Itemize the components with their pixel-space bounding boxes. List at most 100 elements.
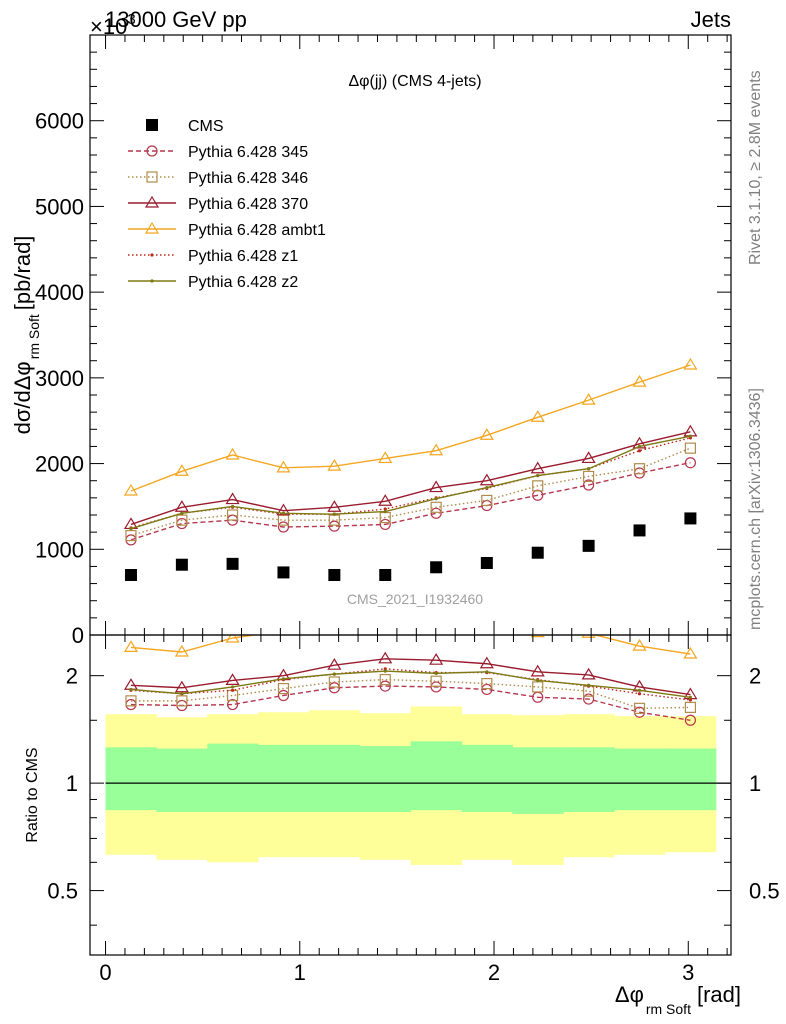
ratio-series-pythia-6-428-346: [125, 673, 697, 714]
ratio-point-pythia-6-428-ambt1: [481, 619, 493, 629]
ratio-y-tick-label: 1: [66, 771, 78, 796]
series-line-pythia-6-428-z1: [130, 437, 691, 529]
main-plot-panel: 0 1000 2000 3000 4000 5000 6000 Δφ(jj) (CMS 4-…: [10, 34, 732, 648]
y-axis-label: dσ/dΔφrm Soft[pb/rad]: [10, 236, 42, 435]
ratio-point-pythia-6-428-346: [633, 702, 646, 714]
series-pythia-6-428-345: [125, 457, 697, 546]
series-pythia-6-428-ambt1: [123, 357, 698, 496]
data-point-pythia-6-428-370: [581, 451, 596, 464]
legend-marker: [146, 171, 158, 183]
ratio-plot-panel: 0.5 0.5 1 1 2 2 0 1 2 3 Ratio to CMS Δφrm Soft[ra…: [24, 619, 780, 1017]
series-line-pythia-6-428-346: [130, 447, 691, 537]
legend-marker: [146, 145, 158, 157]
data-point-pythia-6-428-346: [226, 509, 239, 521]
ratio-point-pythia-6-428-z1: [230, 688, 235, 692]
data-point-cms: [430, 561, 443, 574]
ratio-y-tick-label-right: 0.5: [749, 879, 780, 904]
data-point-pythia-6-428-z2: [485, 485, 489, 490]
ratio-point-pythia-6-428-z2: [332, 672, 336, 676]
data-point-pythia-6-428-345: [684, 457, 697, 469]
data-point-cms: [124, 569, 137, 581]
data-point-pythia-6-428-346: [481, 494, 493, 507]
stat-band-bin: [156, 748, 208, 813]
data-point-pythia-6-428-z1: [383, 507, 387, 511]
x-tick-label: 3: [682, 960, 694, 985]
ratio-point-pythia-6-428-345: [379, 680, 391, 692]
data-point-cms: [582, 539, 595, 552]
data-point-cms: [633, 524, 646, 537]
data-point-pythia-6-428-345: [328, 520, 340, 532]
ratio-point-pythia-6-428-ambt1: [276, 635, 291, 636]
data-point-pythia-6-428-z2: [434, 497, 438, 501]
data-point-pythia-6-428-ambt1: [479, 428, 494, 440]
legend-item-cms: CMS: [146, 118, 224, 135]
ratio-point-pythia-6-428-z2: [434, 671, 438, 675]
series-pythia-6-428-346: [125, 442, 697, 542]
data-point-pythia-6-428-345: [583, 479, 595, 491]
data-point-pythia-6-428-345: [430, 507, 442, 519]
data-point-pythia-6-428-z2: [587, 467, 591, 471]
stat-band-bin: [207, 743, 259, 813]
stat-band-bin: [308, 744, 361, 813]
data-point-pythia-6-428-z1: [637, 449, 642, 453]
series-pythia-6-428-z2: [129, 434, 693, 531]
ratio-point-pythia-6-428-346: [125, 695, 137, 707]
legend-label: Pythia 6.428 ambt1: [188, 222, 326, 239]
data-point-pythia-6-428-346: [176, 514, 188, 526]
ratio-line-pythia-6-428-z2: [130, 670, 691, 698]
data-point-pythia-6-428-ambt1: [632, 374, 647, 387]
ratio-point-pythia-6-428-ambt1: [683, 646, 698, 659]
legend-marker: [146, 119, 158, 131]
data-point-pythia-6-428-370: [327, 500, 342, 512]
ratio-point-pythia-6-428-ambt1: [530, 635, 545, 638]
rivet-label: Rivet 3.1.10, ≥ 2.8M events: [747, 70, 764, 265]
ratio-plot-frame: [89, 634, 732, 956]
process-label: Jets: [691, 7, 731, 32]
legend-label: Pythia 6.428 z1: [188, 248, 298, 265]
data-point-pythia-6-428-z2: [383, 509, 387, 514]
series-pythia-6-428-370: [123, 424, 698, 530]
ratio-point-pythia-6-428-346: [379, 673, 391, 686]
ratio-point-pythia-6-428-z2: [281, 677, 286, 681]
stat-band-bin: [410, 741, 463, 811]
x-tick-label: 1: [294, 960, 306, 985]
data-point-cms: [175, 558, 188, 571]
ratio-point-pythia-6-428-z2: [688, 695, 693, 699]
ratio-point-pythia-6-428-ambt1: [174, 644, 189, 657]
ratio-line-pythia-6-428-346: [130, 678, 691, 710]
data-point-pythia-6-428-ambt1: [581, 392, 596, 405]
main-y-tick-label: 4000: [35, 280, 84, 305]
data-point-pythia-6-428-370: [174, 500, 189, 512]
ratio-point-pythia-6-428-346: [277, 682, 290, 695]
main-y-tick-label: 0: [72, 623, 84, 648]
stat-band-bin: [359, 746, 412, 813]
ratio-point-pythia-6-428-370: [530, 664, 545, 677]
ratio-series-pythia-6-428-z2: [129, 669, 693, 699]
ratio-point-pythia-6-428-346: [328, 676, 340, 688]
data-point-pythia-6-428-345: [379, 518, 391, 531]
ratio-point-pythia-6-428-345: [226, 698, 239, 711]
legend-label: Pythia 6.428 345: [188, 144, 308, 161]
mcplots-label: mcplots.cern.ch [arXiv:1306.3436]: [747, 388, 764, 630]
legend-item-pythia-6-428-ambt1: Pythia 6.428 ambt1: [128, 221, 326, 239]
main-y-tick-label: 5000: [35, 194, 84, 219]
data-point-pythia-6-428-ambt1: [225, 447, 240, 460]
data-point-pythia-6-428-370: [479, 473, 494, 486]
ratio-point-pythia-6-428-370: [174, 680, 189, 693]
data-point-pythia-6-428-346: [583, 470, 595, 483]
legend-item-pythia-6-428-z2: Pythia 6.428 z2: [128, 274, 298, 291]
ratio-point-pythia-6-428-345: [277, 689, 290, 702]
data-point-pythia-6-428-z2: [637, 444, 642, 449]
data-point-pythia-6-428-370: [378, 494, 393, 506]
stat-band-bin: [563, 747, 615, 813]
data-point-cms: [328, 569, 341, 581]
data-point-pythia-6-428-z2: [180, 511, 184, 515]
legend-label: Pythia 6.428 370: [188, 196, 308, 213]
ratio-point-pythia-6-428-345: [684, 714, 697, 726]
data-point-pythia-6-428-ambt1: [174, 464, 189, 476]
series-line-pythia-6-428-z2: [130, 435, 691, 530]
ratio-point-pythia-6-428-370: [123, 678, 139, 690]
series-pythia-6-428-z1: [129, 436, 693, 530]
data-point-pythia-6-428-370: [429, 480, 444, 493]
